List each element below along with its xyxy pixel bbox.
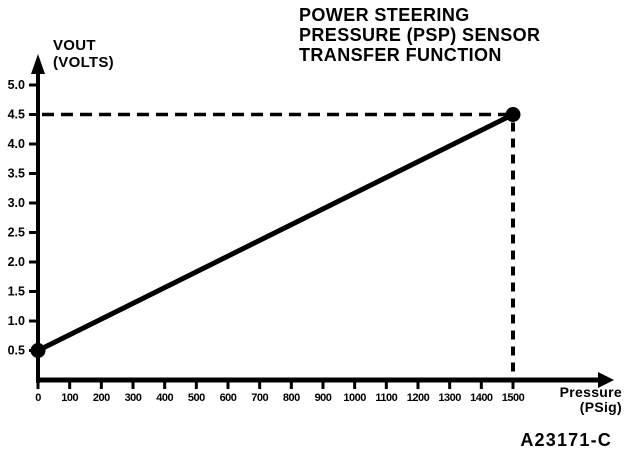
chart-title: POWER STEERING PRESSURE (PSP) SENSOR TRA… — [299, 5, 540, 65]
x-axis-tick-label: 400 — [156, 392, 173, 404]
x-axis-tick-label: 100 — [61, 392, 78, 404]
x-axis-arrowhead-icon — [598, 372, 614, 388]
figure-code: A23171-C — [520, 430, 612, 450]
y-axis-tick-label: 4.0 — [8, 137, 25, 151]
x-axis-tick-label: 800 — [283, 392, 300, 404]
x-axis-tick-label: 1100 — [375, 392, 397, 404]
y-axis-tick-label: 0.5 — [8, 344, 25, 358]
y-axis-label-line-2: (VOLTS) — [53, 54, 114, 71]
x-axis-label-line-2: (PSig) — [579, 399, 622, 415]
y-axis-tick-label: 4.5 — [8, 108, 25, 122]
chart-title-line-3: TRANSFER FUNCTION — [299, 45, 502, 65]
x-axis-label: Pressure (PSig) — [536, 385, 622, 415]
y-axis-tick-label: 5.0 — [8, 78, 25, 92]
y-axis-tick-label: 1.5 — [8, 285, 25, 299]
chart-title-line-2: PRESSURE (PSP) SENSOR — [299, 25, 541, 45]
x-axis-tick-label: 1400 — [470, 392, 493, 404]
x-axis-tick-label: 600 — [220, 392, 237, 404]
x-axis-tick-label: 0 — [35, 392, 41, 404]
data-point-marker — [505, 107, 521, 122]
y-axis-arrowhead-icon — [31, 54, 45, 74]
y-axis-tick-label: 3.0 — [8, 196, 25, 210]
x-axis-tick-label: 1500 — [502, 392, 525, 404]
x-axis-tick-label: 1000 — [343, 392, 366, 404]
y-axis-tick-label: 2.5 — [8, 226, 25, 240]
x-axis-tick-label: 200 — [93, 392, 110, 404]
x-axis-tick-label: 700 — [251, 392, 268, 404]
x-axis-tick-label: 1200 — [407, 392, 430, 404]
y-axis-label-line-1: VOUT — [53, 37, 96, 54]
chart-title-line-1: POWER STEERING — [299, 5, 470, 25]
x-axis-tick-label: 500 — [188, 392, 205, 404]
x-axis-label-line-1: Pressure — [559, 384, 622, 400]
x-axis-tick-label: 300 — [125, 392, 142, 404]
y-axis-tick-label: 2.0 — [8, 255, 25, 269]
y-axis-label: VOUT (VOLTS) — [53, 37, 114, 71]
y-axis-tick-label: 3.5 — [8, 167, 25, 181]
data-point-marker — [30, 343, 46, 358]
x-axis-tick-label: 900 — [315, 392, 332, 404]
transfer-function-line — [35, 112, 516, 353]
y-axis-tick-label: 1.0 — [8, 314, 25, 328]
x-axis-tick-label: 1300 — [438, 392, 461, 404]
